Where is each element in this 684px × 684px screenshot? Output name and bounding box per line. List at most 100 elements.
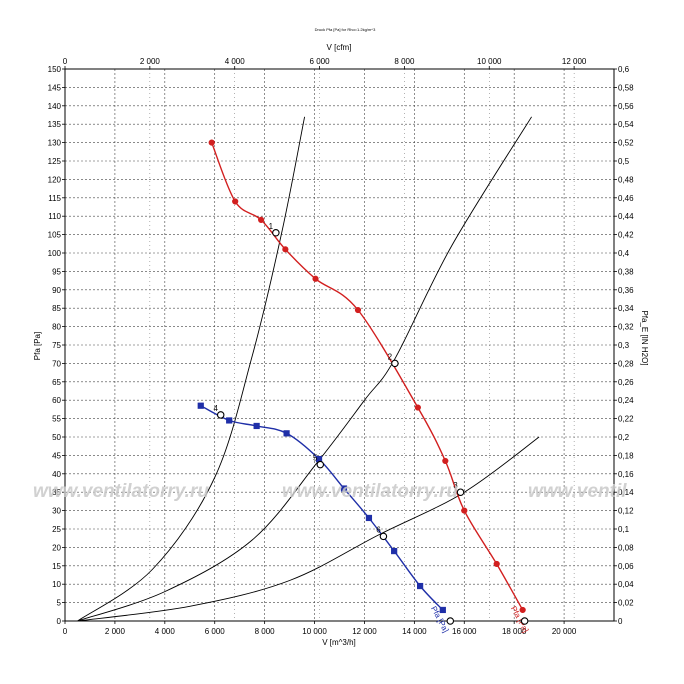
x2-tick-label: 12 000 <box>562 57 587 66</box>
series-point <box>197 402 204 409</box>
watermark-text: www.ventilatorry.ru <box>282 481 458 502</box>
series-point <box>519 606 526 614</box>
operating-point <box>446 617 455 625</box>
operating-point <box>379 532 388 541</box>
x2-tick-label: 10 000 <box>477 57 502 66</box>
plot-frame <box>64 68 615 622</box>
y2-tick-label: 0,02 <box>618 599 634 608</box>
y-tick-label: 15 <box>52 562 61 571</box>
y-tick-label: 80 <box>52 323 61 332</box>
y-axis-label: Pfa [Pa] <box>33 332 42 360</box>
y2-tick-label: 0,6 <box>618 65 630 74</box>
y-tick-label: 20 <box>52 543 61 552</box>
series-line-2 <box>200 405 444 611</box>
y2-tick-label: 0,42 <box>618 231 634 240</box>
y-tick-label: 85 <box>52 304 61 313</box>
x-tick-label: 2 000 <box>105 627 126 636</box>
y-tick-label: 130 <box>48 139 62 148</box>
y-tick-label: 40 <box>52 470 61 479</box>
y-tick-label: 125 <box>48 157 62 166</box>
y2-tick-label: 0,1 <box>618 525 630 534</box>
y-tick-label: 55 <box>52 415 61 424</box>
y-tick-label: 95 <box>52 267 61 276</box>
operating-point-label: 5 <box>313 454 318 463</box>
x2-axis-label: V [cfm] <box>327 43 352 52</box>
x2-tick-label: 2 000 <box>140 57 161 66</box>
x-tick-label: 12 000 <box>352 627 377 636</box>
y2-tick-label: 0,04 <box>618 580 634 589</box>
series-point <box>232 198 239 205</box>
series-point <box>258 216 265 223</box>
system-curve-1 <box>77 116 306 622</box>
series-line-1 <box>211 142 524 611</box>
y-tick-label: 25 <box>52 525 61 534</box>
y-tick-label: 0 <box>57 617 62 626</box>
series-point <box>493 560 500 568</box>
y2-tick-label: 0 <box>618 617 623 626</box>
y2-tick-label: 0,38 <box>618 267 634 276</box>
series-point <box>417 582 424 590</box>
y-tick-label: 110 <box>48 212 61 221</box>
y-tick-label: 100 <box>48 249 62 258</box>
x2-tick-label: 0 <box>63 57 68 66</box>
y2-tick-label: 0,26 <box>618 378 634 387</box>
y2-tick-label: 0,5 <box>618 157 630 166</box>
chart-title: Druck Pfa [Pa] for Rho=1.2kg/m^3 <box>315 27 376 32</box>
y-tick-label: 5 <box>57 599 62 608</box>
series-point <box>442 457 449 465</box>
x2-tick-label: 8 000 <box>394 57 415 66</box>
operating-point-label: 4 <box>213 404 218 413</box>
series-point <box>365 514 373 522</box>
y2-tick-label: 0,18 <box>618 451 634 460</box>
y-tick-label: 65 <box>52 378 61 387</box>
y-tick-label: 50 <box>52 433 61 442</box>
y2-tick-label: 0,22 <box>618 415 634 424</box>
y2-tick-label: 0,44 <box>618 212 634 221</box>
operating-point <box>456 488 465 496</box>
operating-point-label: 1 <box>269 222 274 231</box>
system-curve-2 <box>77 116 532 622</box>
system-curves <box>77 116 540 622</box>
y-tick-label: 75 <box>52 341 61 350</box>
x-tick-label: 14 000 <box>402 627 427 636</box>
y-tick-label: 145 <box>48 83 62 92</box>
y-tick-label: 90 <box>52 286 61 295</box>
operating-point <box>272 229 280 237</box>
y2-tick-label: 0,3 <box>618 341 630 350</box>
operating-point <box>316 460 325 469</box>
y2-tick-label: 0,48 <box>618 175 634 184</box>
y-tick-label: 70 <box>52 359 61 368</box>
grid <box>65 69 614 621</box>
y2-tick-label: 0,28 <box>618 359 634 368</box>
y2-tick-label: 0,4 <box>618 249 630 258</box>
y2-tick-label: 0,52 <box>618 139 634 148</box>
operating-point-label: 3 <box>453 481 458 490</box>
y2-tick-label: 0,14 <box>618 488 634 497</box>
y2-tick-label: 0,12 <box>618 507 634 516</box>
y2-tick-label: 0,32 <box>618 323 634 332</box>
x-tick-label: 16 000 <box>452 627 477 636</box>
y2-tick-label: 0,54 <box>618 120 634 129</box>
operating-point <box>391 359 399 368</box>
y-tick-label: 60 <box>52 396 61 405</box>
y2-tick-label: 0,56 <box>618 102 634 111</box>
watermark-text: www.ventil <box>528 481 627 502</box>
operating-point-label: 2 <box>388 352 393 361</box>
operating-points: 1 2 3 4 5 6 <box>213 222 529 625</box>
watermark: www.ventilatorry.ru www.ventilatorry.ru ww… <box>33 481 627 502</box>
x-tick-label: 18 000 <box>502 627 527 636</box>
y2-tick-label: 0,36 <box>618 286 634 295</box>
x-tick-label: 4 000 <box>155 627 176 636</box>
y2-tick-label: 0,2 <box>618 433 630 442</box>
x-axis-label: V [m^3/h] <box>322 638 356 647</box>
series-point <box>461 507 468 514</box>
x2-tick-label: 6 000 <box>310 57 331 66</box>
y-tick-label: 140 <box>48 102 62 111</box>
x-tick-label: 8 000 <box>255 627 276 636</box>
series-point <box>340 485 348 492</box>
fan-curves: Pfa [Pa]Pfa [Pa] <box>197 139 530 634</box>
y-tick-label: 45 <box>52 451 61 460</box>
x-tick-label: 0 <box>63 627 68 636</box>
x-tick-label: 6 000 <box>205 627 226 636</box>
